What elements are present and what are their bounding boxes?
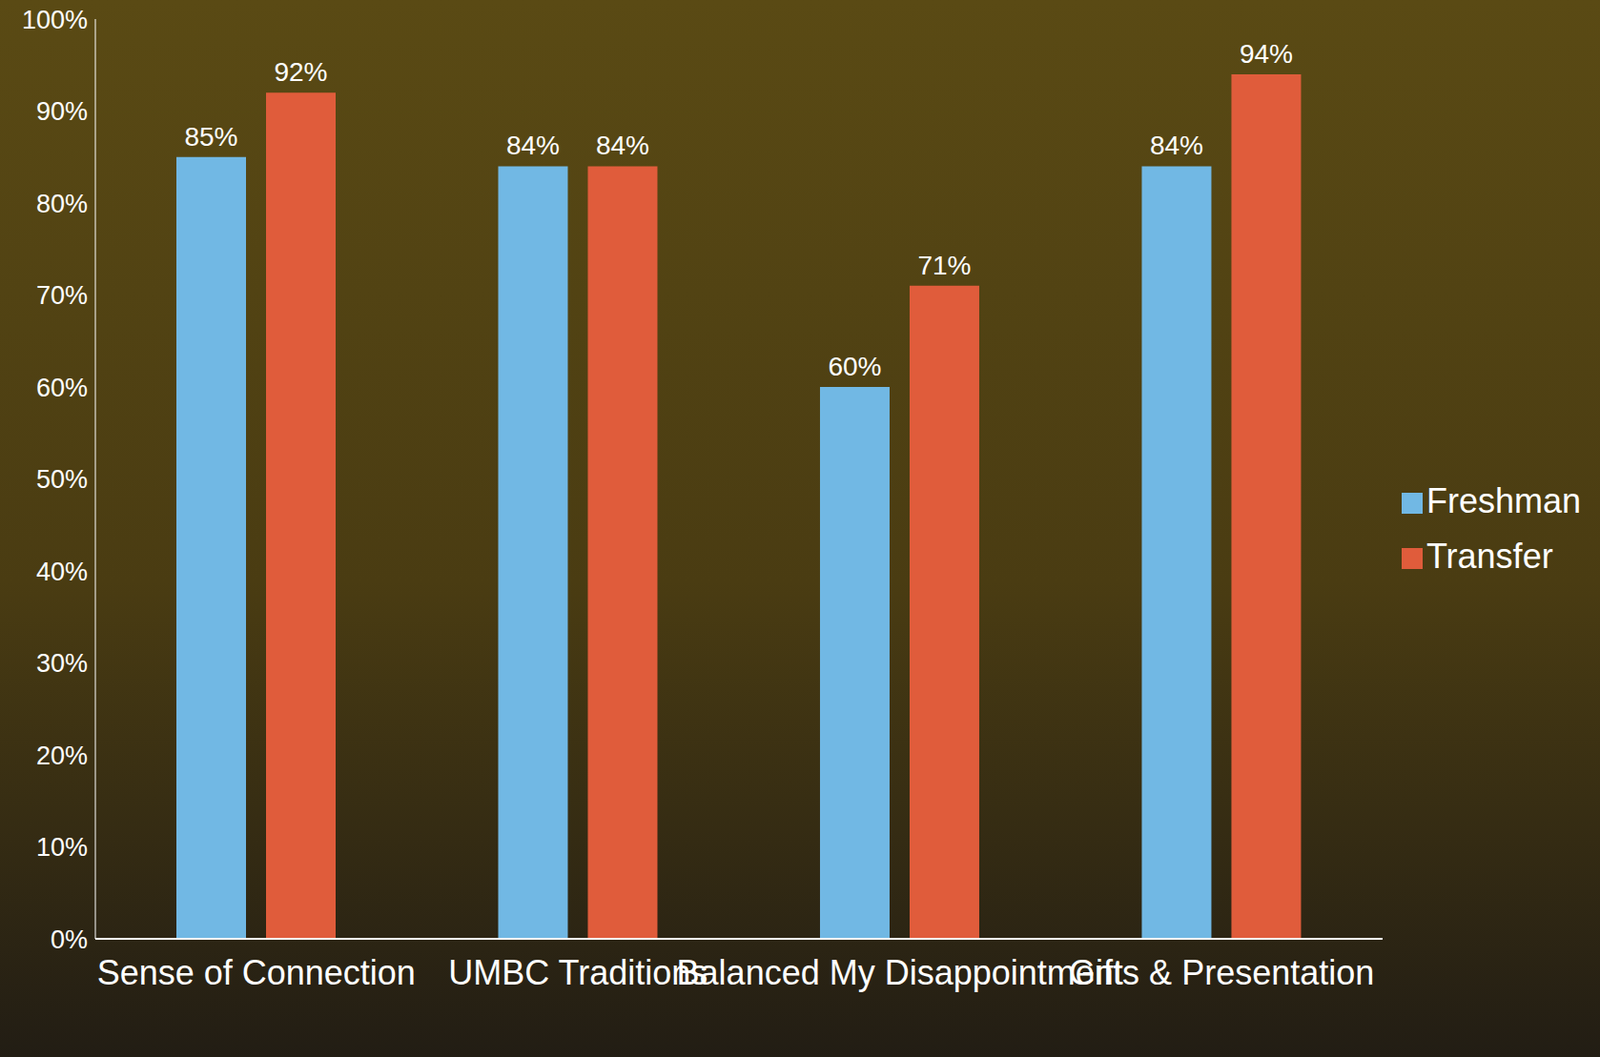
- svg-text:80%: 80%: [36, 189, 88, 219]
- svg-text:60%: 60%: [827, 351, 882, 382]
- svg-text:92%: 92%: [273, 57, 328, 87]
- svg-text:84%: 84%: [1149, 130, 1204, 161]
- svg-text:85%: 85%: [184, 122, 238, 152]
- svg-text:50%: 50%: [36, 465, 88, 494]
- svg-text:100%: 100%: [21, 5, 88, 35]
- svg-text:60%: 60%: [36, 373, 88, 403]
- svg-text:Gifts & Presentation: Gifts & Presentation: [1068, 953, 1375, 993]
- svg-text:20%: 20%: [36, 741, 88, 771]
- svg-text:71%: 71%: [917, 250, 971, 281]
- html-text:Freshman: Freshman: [1426, 481, 1581, 521]
- svg-text:Sense of Connection: Sense of Connection: [97, 953, 416, 993]
- html-text:Transfer: Transfer: [1426, 536, 1553, 576]
- svg-text:30%: 30%: [36, 649, 88, 678]
- svg-text:90%: 90%: [36, 97, 88, 126]
- svg-text:UMBC Traditions: UMBC Traditions: [448, 953, 708, 993]
- svg-text:84%: 84%: [506, 130, 560, 161]
- svg-text:40%: 40%: [36, 557, 88, 587]
- svg-text:84%: 84%: [595, 130, 650, 161]
- svg-text:70%: 70%: [36, 281, 88, 310]
- svg-text:Balanced My Disappointment: Balanced My Disappointment: [676, 953, 1124, 993]
- svg-text:10%: 10%: [36, 833, 88, 862]
- svg-text:94%: 94%: [1239, 39, 1293, 69]
- svg-text:0%: 0%: [50, 925, 88, 955]
